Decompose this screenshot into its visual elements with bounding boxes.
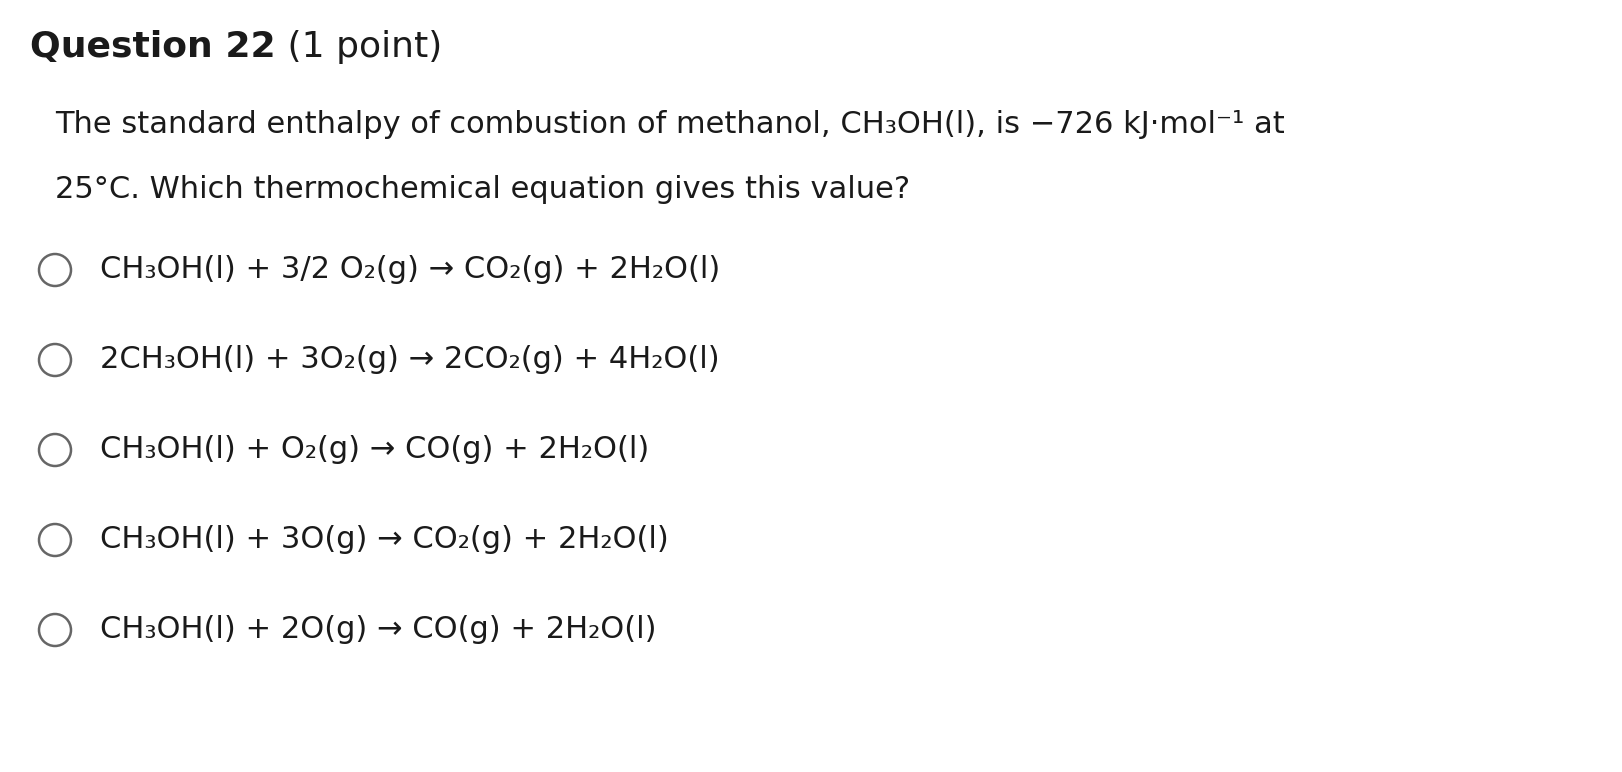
Text: CH₃OH(l) + O₂(g) → CO(g) + 2H₂O(l): CH₃OH(l) + O₂(g) → CO(g) + 2H₂O(l) bbox=[101, 435, 649, 465]
Text: 2CH₃OH(l) + 3O₂(g) → 2CO₂(g) + 4H₂O(l): 2CH₃OH(l) + 3O₂(g) → 2CO₂(g) + 4H₂O(l) bbox=[101, 346, 720, 374]
Text: CH₃OH(l) + 3/2 O₂(g) → CO₂(g) + 2H₂O(l): CH₃OH(l) + 3/2 O₂(g) → CO₂(g) + 2H₂O(l) bbox=[101, 256, 720, 285]
Text: (1 point): (1 point) bbox=[276, 30, 441, 64]
Text: CH₃OH(l) + 2O(g) → CO(g) + 2H₂O(l): CH₃OH(l) + 2O(g) → CO(g) + 2H₂O(l) bbox=[101, 615, 657, 645]
Text: 25°C. Which thermochemical equation gives this value?: 25°C. Which thermochemical equation give… bbox=[55, 175, 910, 204]
Text: Question 22: Question 22 bbox=[29, 30, 276, 64]
Text: The standard enthalpy of combustion of methanol, CH₃OH(l), is −726 kJ·mol⁻¹ at: The standard enthalpy of combustion of m… bbox=[55, 110, 1285, 139]
Text: CH₃OH(l) + 3O(g) → CO₂(g) + 2H₂O(l): CH₃OH(l) + 3O(g) → CO₂(g) + 2H₂O(l) bbox=[101, 526, 668, 554]
